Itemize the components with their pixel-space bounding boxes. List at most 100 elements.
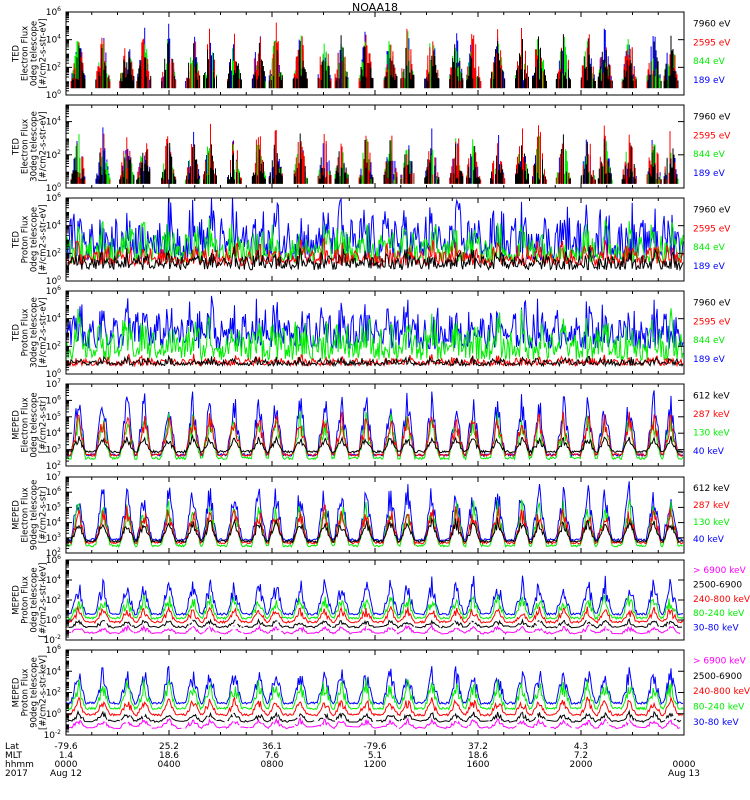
y-tick-label: 106: [46, 6, 61, 18]
y-tick-label: 105: [46, 501, 61, 513]
y-axis-label-line: 0deg telescope: [30, 207, 40, 272]
axis-row-value: 5.1: [368, 751, 382, 761]
y-axis-label-line: [#/cm2-s-str]: [39, 397, 49, 454]
series-line-4: [67, 709, 682, 723]
series-line-1: [66, 481, 684, 542]
axis-row-value: 25.2: [159, 742, 179, 752]
axis-row-value: 1600: [467, 760, 490, 770]
series-line-3: [66, 695, 684, 717]
y-tick-label: 100: [46, 182, 61, 194]
axis-row-value: 2000: [570, 760, 593, 770]
series-line-2: [66, 594, 684, 621]
y-axis-label-line: MEPED: [12, 500, 22, 530]
plot-area: [70, 123, 679, 184]
plot-area: [70, 22, 679, 89]
series-line-4: [68, 617, 683, 629]
y-axis-label: TED Electron Flux 30deg telescope [#/cm2-s-…: [12, 111, 49, 182]
panel-5: 102 103 104 105 106 107 MEPED Electron Flux 0deg…: [12, 378, 731, 472]
y-tick-label: 104: [46, 427, 61, 439]
legend-entry: 240-800 keV: [693, 595, 750, 605]
y-axis-label-line: Proton Flux: [21, 669, 31, 717]
series-line-1: [66, 665, 684, 706]
axis-row-label: 2017: [5, 769, 28, 779]
series-line-4: [66, 517, 684, 544]
y-axis-label-line: TED: [12, 137, 22, 156]
legend-entry: 130 keV: [693, 518, 730, 528]
y-axis-label-line: 90deg telescope: [30, 480, 40, 551]
plot-area: [66, 481, 684, 549]
axis-row-value: 18.6: [159, 751, 179, 761]
y-axis-label-line: 30deg telescope: [30, 297, 40, 368]
y-tick-label: 102: [46, 61, 61, 73]
y-axis-label: MEPED Electron Flux 0deg telescope [#/cm2-s…: [12, 392, 49, 457]
axis-row-value: 0800: [261, 760, 284, 770]
y-axis-label: TED Proton Flux 0deg telescope [#/cm2-s-str…: [12, 204, 49, 274]
y-axis-label-line: MEPED: [12, 677, 22, 707]
legend-entry: 612 keV: [693, 391, 730, 401]
axis-row-value: Aug 13: [668, 769, 700, 779]
legend-entry: 2500-6900: [693, 672, 742, 682]
y-tick-label: 106: [46, 394, 61, 406]
plot-frame: [65, 197, 685, 282]
y-tick-label: 102: [46, 594, 61, 606]
axis-row-label: hhmm: [5, 760, 34, 770]
axis-row-value: Aug 12: [50, 769, 82, 779]
plot-area: [66, 575, 684, 635]
legend-entry: 844 eV: [693, 243, 726, 253]
y-axis-label-line: [#/cm2-s-str-keV]: [39, 655, 49, 730]
y-axis-label: TED Proton Flux 30deg telescope [#/cm2-s-st…: [12, 297, 49, 368]
y-axis-label-line: 30deg telescope: [30, 111, 40, 182]
y-axis-label: MEPED Electron Flux 90deg telescope [#/cm2-…: [12, 480, 49, 551]
legend-entry: 287 keV: [693, 501, 730, 511]
y-tick-label: 100: [46, 275, 61, 287]
series-line-1: [66, 295, 684, 350]
series-line-4: [71, 34, 679, 89]
y-tick-label: 10-2: [44, 634, 62, 646]
y-tick-label: 106: [46, 285, 61, 297]
legend-entry: 844 eV: [693, 336, 726, 346]
y-axis-label-line: MEPED: [12, 585, 22, 615]
y-tick-label: 107: [46, 471, 61, 483]
y-tick-label: 10-2: [44, 729, 62, 741]
y-tick-label: 102: [46, 547, 61, 559]
y-tick-label: 100: [46, 89, 61, 101]
y-tick-label: 106: [46, 486, 61, 498]
series-line-4: [66, 245, 684, 272]
axis-row-value: -79.6: [363, 742, 387, 752]
y-tick-label: 104: [46, 574, 61, 586]
y-tick-label: 105: [46, 411, 61, 423]
axis-row-value: 1.4: [59, 751, 74, 761]
legend-entry: 40 keV: [693, 447, 725, 457]
y-axis-label-line: TED: [12, 230, 22, 249]
legend-entry: 40 keV: [693, 535, 725, 545]
y-tick-label: 104: [46, 313, 61, 325]
series-line-4: [66, 433, 684, 455]
y-axis-label-line: Electron Flux: [21, 26, 31, 81]
legend-entry: 80-240 keV: [693, 609, 745, 619]
legend-entry: 189 eV: [693, 76, 726, 86]
figure-title: NOAA18: [351, 1, 399, 14]
legend-entry: 612 keV: [693, 484, 730, 494]
y-tick-label: 104: [46, 34, 61, 46]
plot-area: [66, 665, 684, 730]
y-axis-label-line: [#/cm2-s-str]: [39, 487, 49, 544]
series-line-3: [66, 605, 684, 625]
y-tick-label: 100: [46, 708, 61, 720]
y-tick-label: 102: [46, 460, 61, 472]
legend-entry: 30-80 keV: [693, 718, 739, 728]
y-axis-label-line: Proton Flux: [21, 309, 31, 357]
legend-entry: 189 eV: [693, 169, 726, 179]
y-axis-label-line: 0deg telescope: [30, 21, 40, 86]
y-axis-label: TED Electron Flux 0deg telescope [#/cm2-s-s…: [12, 18, 49, 88]
y-tick-label: 100: [46, 368, 61, 380]
axis-row-label: MLT: [5, 751, 23, 761]
series-line-2: [66, 308, 684, 362]
y-axis-label-line: Proton Flux: [21, 216, 31, 264]
axis-row-value: 0400: [158, 760, 181, 770]
axis-row-value: -79.6: [54, 742, 78, 752]
